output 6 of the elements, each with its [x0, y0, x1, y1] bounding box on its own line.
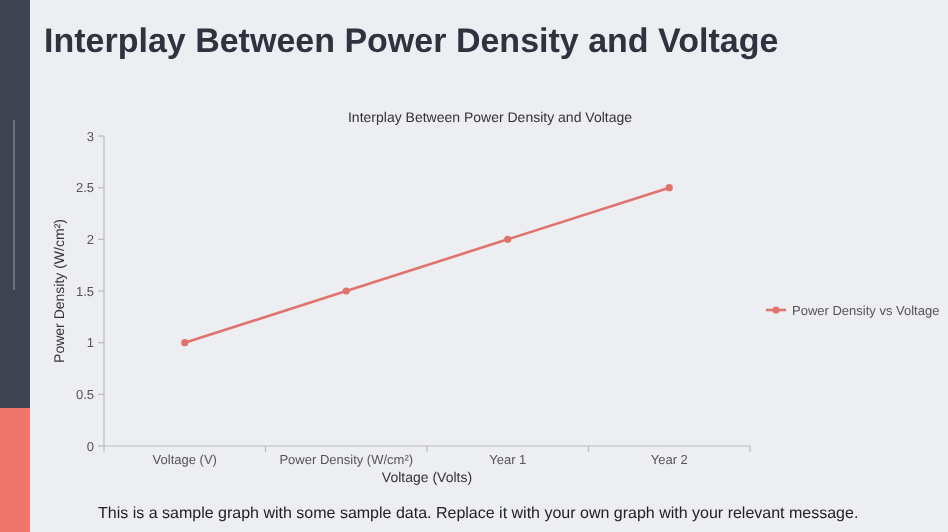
point — [665, 184, 673, 192]
point — [504, 235, 512, 243]
point — [181, 339, 189, 347]
point — [342, 287, 350, 295]
text: This is a sample graph with some sample data. Replace it with your own graph with your relevant message. — [98, 504, 859, 522]
chart-title: Interplay Between Power Density and Voltage — [44, 22, 779, 60]
